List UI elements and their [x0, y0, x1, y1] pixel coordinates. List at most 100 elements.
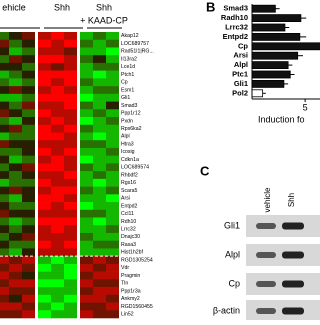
heatmap-cell — [80, 186, 93, 195]
heatmap-cell — [38, 78, 51, 87]
heatmap-cell — [64, 225, 77, 234]
heatmap-cell — [38, 140, 51, 149]
heatmap-cell — [93, 186, 106, 195]
bar-label: Radh10 — [221, 13, 248, 22]
band — [256, 223, 276, 229]
heatmap-cell — [106, 62, 119, 71]
heatmap-cell — [51, 124, 64, 133]
heatmap-cell — [106, 78, 119, 87]
heatmap-cell — [38, 155, 51, 164]
heatmap-cell — [64, 70, 77, 79]
gene-label: LOC689574 — [121, 165, 149, 171]
bar — [251, 80, 285, 88]
gene-label: RGD1305254 — [121, 257, 153, 263]
heatmap-cell — [0, 217, 9, 226]
lane-label: vehicle — [263, 187, 272, 212]
heatmap-cell — [0, 271, 9, 280]
heatmap-cell — [0, 140, 9, 149]
heatmap-cell — [64, 287, 77, 296]
heatmap-cell — [106, 202, 119, 211]
heatmap-cell — [51, 256, 64, 265]
heatmap-cell — [22, 248, 35, 257]
band — [282, 222, 304, 230]
heatmap-cell — [38, 124, 51, 133]
heatmap-cell — [106, 155, 119, 164]
heatmap-cell — [51, 232, 64, 242]
heatmap-cell — [80, 124, 93, 133]
heatmap-cell — [93, 155, 106, 164]
heatmap-cell — [9, 294, 22, 303]
x-axis-label: Induction fo — [258, 114, 305, 124]
heatmap-cell — [0, 310, 9, 319]
heatmap-cell — [93, 117, 106, 126]
heatmap-cell — [106, 279, 119, 288]
heatmap-cell — [51, 39, 64, 48]
heatmap-cell — [38, 263, 51, 272]
heatmap-cell — [93, 178, 106, 187]
heatmap-cell — [64, 186, 77, 195]
heatmap-cell — [64, 32, 77, 41]
heatmap-cell — [38, 109, 51, 118]
heatmap-cell — [9, 240, 22, 249]
heatmap-cell — [22, 132, 35, 141]
bar-label: Lrrc32 — [225, 22, 248, 31]
heatmap-cell — [0, 248, 9, 257]
heatmap-cell — [51, 32, 64, 41]
heatmap-cell — [64, 194, 77, 203]
heatmap-cell — [80, 109, 93, 118]
gene-label: Rad51l1|RG... — [121, 49, 154, 55]
heatmap-cell — [93, 263, 106, 272]
heatmap-cell — [9, 39, 22, 48]
heatmap-cell — [64, 294, 77, 303]
gene-label: Vdr — [121, 265, 129, 271]
heatmap-cell — [80, 147, 93, 156]
heatmap-cell — [93, 109, 106, 118]
heatmap-cell — [106, 171, 119, 180]
heatmap-cell — [0, 287, 9, 296]
heatmap-cell — [51, 171, 64, 180]
heatmap-cell — [80, 194, 93, 203]
heatmap-cell — [22, 202, 35, 211]
heatmap-cell — [80, 202, 93, 211]
blot-row-label: Gli1 — [224, 220, 240, 230]
heatmap-cell — [0, 86, 9, 95]
heatmap-cell — [9, 256, 22, 265]
heatmap-cell — [93, 62, 106, 71]
gene-label: Entpd2 — [121, 203, 138, 209]
heatmap-cell — [80, 310, 93, 319]
heatmap-cell — [93, 39, 106, 48]
bar — [251, 14, 302, 23]
heatmap-cell — [22, 55, 35, 64]
gene-label: Rhbdf2 — [121, 172, 138, 178]
heatmap-cell — [106, 240, 119, 249]
gene-label: Ankmy2 — [121, 296, 140, 302]
gene-label: Htra3 — [121, 141, 134, 147]
heatmap-cell — [0, 55, 9, 64]
blot-row-label: β-actin — [213, 305, 240, 315]
heatmap-cell — [51, 117, 64, 126]
heatmap-cell — [0, 232, 9, 242]
heatmap-cell — [80, 232, 93, 242]
heatmap-cell — [22, 302, 35, 311]
heatmap-cell — [93, 93, 106, 102]
heatmap-cell — [0, 155, 9, 164]
heatmap-cell — [80, 101, 93, 110]
bar — [251, 4, 276, 13]
heatmap-cell — [106, 287, 119, 296]
bar — [251, 51, 299, 60]
heatmap-cell — [106, 186, 119, 195]
heatmap-cell — [22, 39, 35, 48]
heatmap-cell — [51, 294, 64, 303]
heatmap-cell — [22, 147, 35, 156]
heatmap-cell — [106, 163, 119, 172]
heatmap-cell — [22, 271, 35, 280]
heatmap-cell — [9, 32, 22, 41]
heatmap-cell — [22, 78, 35, 87]
blot-row-label: Cp — [228, 278, 240, 288]
heatmap-cell — [64, 279, 77, 288]
heatmap-cell — [80, 217, 93, 226]
heatmap-cell — [106, 140, 119, 149]
gene-label: Smad3 — [121, 103, 138, 109]
heatmap-cell — [22, 240, 35, 249]
heatmap-cell — [0, 209, 9, 218]
